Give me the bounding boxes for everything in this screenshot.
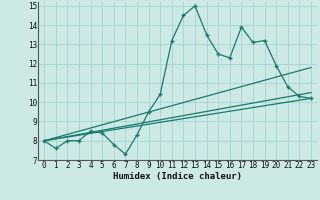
X-axis label: Humidex (Indice chaleur): Humidex (Indice chaleur)	[113, 172, 242, 181]
